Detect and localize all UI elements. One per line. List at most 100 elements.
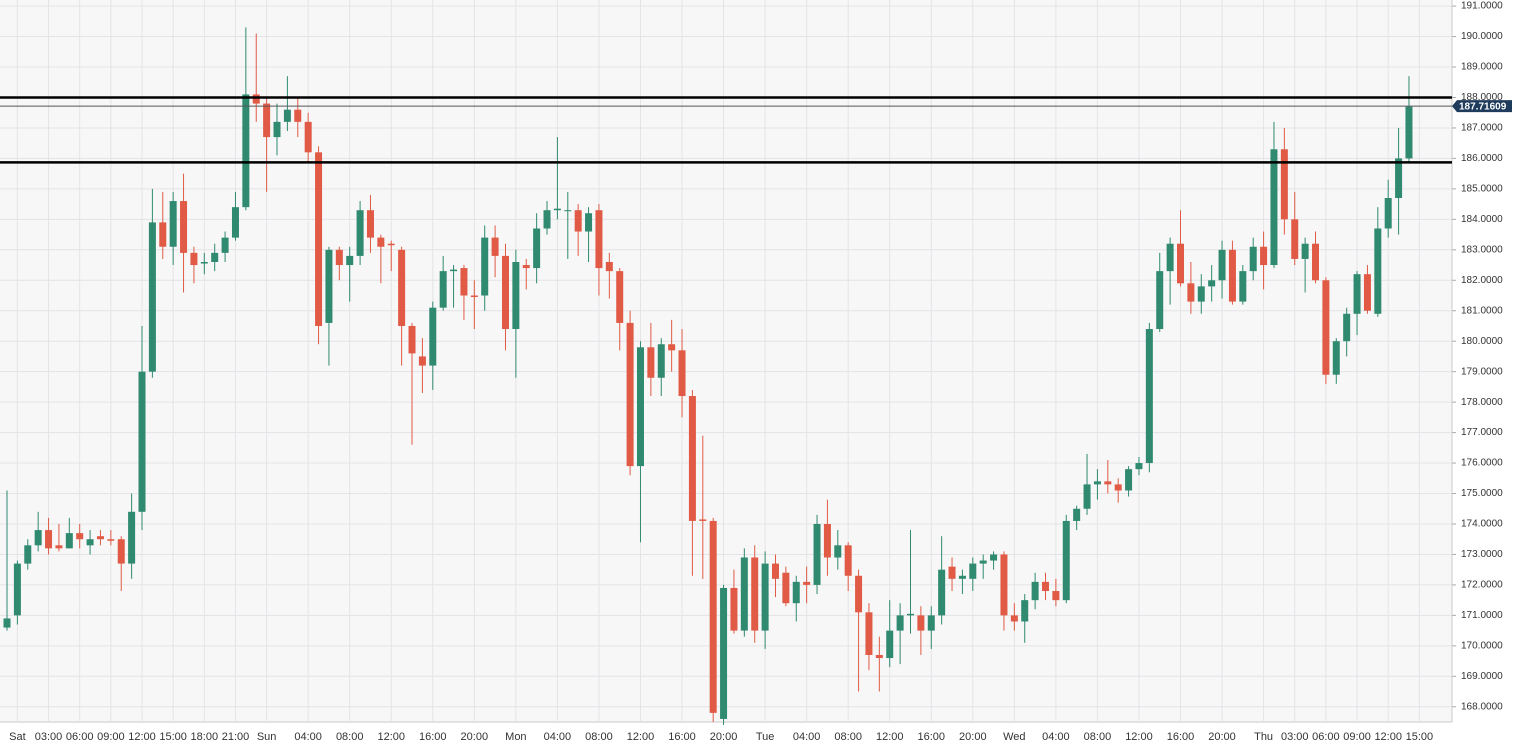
x-tick-label: 20:00 (710, 731, 738, 743)
candle-body (1042, 581, 1049, 592)
candle-body (1301, 243, 1309, 259)
y-tick-label: 186.0000 (1461, 153, 1503, 164)
candle-body (740, 557, 748, 631)
candle-body (1332, 341, 1340, 375)
candle-body (76, 533, 84, 540)
x-tick-label: 06:00 (1312, 731, 1340, 743)
candle-body (1291, 219, 1299, 259)
candle-body (865, 612, 873, 655)
candle-body (273, 121, 281, 138)
y-tick-label: 171.0000 (1461, 610, 1503, 621)
x-tick-label: 08:00 (336, 731, 364, 743)
candle-body (761, 563, 769, 631)
y-tick-label: 174.0000 (1461, 519, 1503, 530)
x-tick-label: 08:00 (834, 731, 862, 743)
candle-body (647, 347, 655, 378)
x-tick-label: 08:00 (1084, 731, 1112, 743)
candle-body (335, 249, 343, 266)
candle-body (771, 563, 779, 579)
x-tick-label: 15:00 (1406, 731, 1434, 743)
candle-body (1353, 274, 1361, 314)
candle-body (231, 207, 239, 238)
candle-body (1145, 329, 1153, 464)
candle-body (221, 237, 229, 253)
candle-body (1197, 286, 1205, 302)
candle-body (948, 566, 956, 579)
y-tick-label: 182.0000 (1461, 275, 1503, 286)
last-price-label: 187.71609 (1459, 101, 1507, 112)
y-tick-label: 176.0000 (1461, 458, 1503, 469)
candle-body (688, 396, 696, 521)
y-tick-label: 170.0000 (1461, 640, 1503, 651)
candle-body (1260, 246, 1268, 266)
y-tick-label: 172.0000 (1461, 580, 1503, 591)
candle-body (543, 210, 551, 229)
candle-body (657, 344, 665, 378)
candle-body (1208, 280, 1216, 287)
x-tick-label: 16:00 (419, 731, 447, 743)
candle-body (263, 103, 271, 138)
candle-body (1177, 243, 1185, 284)
candle-body (148, 222, 156, 372)
candle-body (356, 210, 364, 256)
y-tick-label: 184.0000 (1461, 214, 1503, 225)
candle-body (501, 255, 509, 330)
candle-body (96, 536, 104, 540)
candle-body (730, 587, 738, 631)
y-tick-label: 183.0000 (1461, 244, 1503, 255)
candle-body (938, 569, 946, 616)
candle-body (460, 268, 468, 296)
y-tick-label: 185.0000 (1461, 184, 1503, 195)
candle-body (408, 325, 416, 354)
x-tick-label: 12:00 (627, 731, 655, 743)
candle-body (439, 271, 447, 308)
candle-body (429, 307, 437, 366)
candle-body (1135, 463, 1143, 470)
y-tick-label: 178.0000 (1461, 397, 1503, 408)
candle-body (709, 520, 717, 713)
candle-body (1384, 198, 1392, 229)
candle-body (626, 322, 634, 467)
x-tick-label: 12:00 (377, 731, 405, 743)
candle-body (1052, 591, 1060, 601)
candle-body (180, 201, 188, 253)
candle-body (315, 152, 323, 326)
candle-body (1270, 149, 1278, 266)
candle-body (979, 560, 987, 564)
candle-body (564, 210, 572, 212)
candle-body (1156, 271, 1164, 330)
x-tick-label: Sat (9, 731, 26, 743)
candle-body (242, 94, 250, 208)
x-tick-label: Wed (1003, 731, 1025, 743)
last-price-box (1452, 100, 1512, 113)
candle-body (190, 252, 198, 266)
x-tick-label: 16:00 (1167, 731, 1195, 743)
candle-body (398, 249, 406, 326)
grid (0, 0, 1452, 722)
candle-body (751, 557, 759, 631)
x-tick-label: 16:00 (668, 731, 696, 743)
candle-body (304, 121, 312, 153)
candle-body (24, 545, 32, 564)
x-tick-label: 04:00 (793, 731, 821, 743)
x-tick-label: 20:00 (959, 731, 987, 743)
x-tick-label: 12:00 (1374, 731, 1402, 743)
x-tick-label: 12:00 (128, 731, 156, 743)
x-tick-label: 03:00 (35, 731, 63, 743)
candle-body (512, 261, 520, 330)
y-tick-label: 177.0000 (1461, 427, 1503, 438)
candle-body (1073, 508, 1081, 521)
candle-body (1343, 313, 1351, 342)
candle-body (678, 350, 686, 397)
candle-body (377, 237, 385, 247)
candle-body (13, 563, 21, 616)
x-tick-label: 09:00 (97, 731, 125, 743)
candle-body (159, 222, 167, 247)
candle-body (128, 511, 136, 564)
candle-body (1187, 283, 1195, 302)
candle-body (1228, 249, 1236, 302)
x-tick-label: 21:00 (222, 731, 250, 743)
x-tick-label: 15:00 (159, 731, 187, 743)
candle-body (65, 533, 73, 549)
